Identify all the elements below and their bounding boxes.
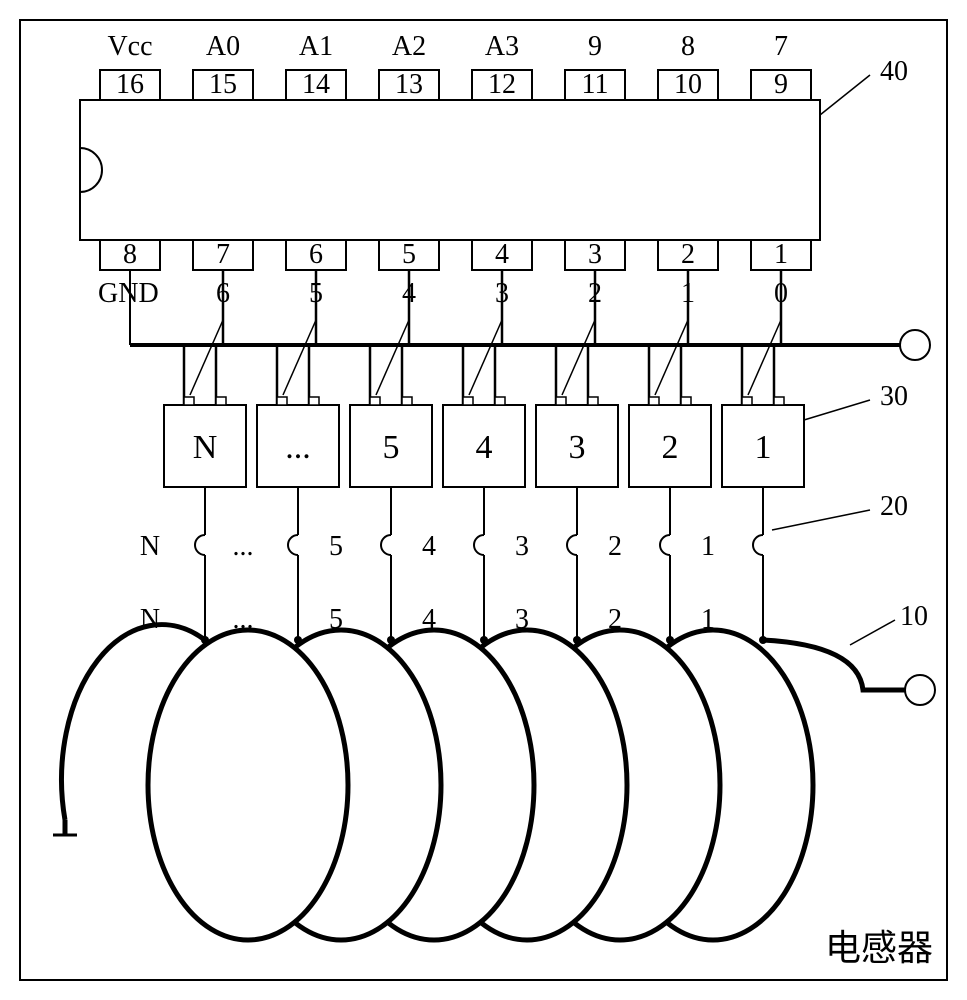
label-leader [655,320,688,395]
chip-top-pin-label: 7 [774,31,788,62]
chip-bottom-pin-num: 7 [216,239,230,270]
switch-tab [309,397,319,405]
ref-label-10: 10 [900,601,928,632]
switch-box-label: N [193,429,218,466]
label-leader [748,320,781,395]
coil-tap-label: 3 [515,604,529,635]
tap-bump [288,535,298,555]
chip-top-pin-label: A3 [485,31,519,62]
chip-top-pin-label: A1 [299,31,333,62]
coil-tap-label: N [140,604,160,635]
switch-box-label: 4 [476,429,493,466]
switch-tab [216,397,226,405]
coil-tap-dot [573,636,581,644]
coil-right-terminal [905,675,935,705]
gnd-label: GND [98,278,159,309]
chip-top-pin-num: 16 [116,69,144,100]
tap-label: 5 [329,531,343,562]
chip-bottom-pin-num: 3 [588,239,602,270]
switch-box-label: 5 [383,429,400,466]
chip-top-pin-num: 10 [674,69,702,100]
switch-box-label: 1 [755,429,772,466]
tap-label: 2 [608,531,622,562]
chip-top-pin-label: A0 [206,31,240,62]
label-leader [562,320,595,395]
tap-bump [195,535,205,555]
chip-bottom-pin-num: 1 [774,239,788,270]
bus-terminal [900,330,930,360]
chip-top-pin-label: 8 [681,31,695,62]
leader-line [772,510,870,530]
coil-tap-dot [294,636,302,644]
tap-bump [381,535,391,555]
switch-tab [556,397,566,405]
tap-label: 3 [515,531,529,562]
chip-top-pin-label: 9 [588,31,602,62]
coil-tap-dot [759,636,767,644]
leader-line [804,400,870,420]
switch-box-label: 3 [569,429,586,466]
switch-tab [774,397,784,405]
tap-label: 4 [422,531,436,562]
chip-top-pin-num: 11 [582,69,609,100]
tap-bump [660,535,670,555]
label-leader [469,320,502,395]
coil-tap-dot [201,636,209,644]
tap-bump [474,535,484,555]
switch-tab [649,397,659,405]
switch-tab [277,397,287,405]
chip-top-pin-num: 14 [302,69,330,100]
label-leader [190,320,223,395]
tap-label: N [140,531,160,562]
tap-label: ... [233,531,254,562]
tap-bump [753,535,763,555]
coil-tap-label: 4 [422,604,436,635]
tap-bump [567,535,577,555]
coil-tap-dot [480,636,488,644]
diagram-title: 电感器 [825,928,933,968]
switch-tab [184,397,194,405]
switch-tab [588,397,598,405]
switch-tab [402,397,412,405]
switch-tab [370,397,380,405]
leader-line [820,75,870,115]
tap-label: 1 [701,531,715,562]
chip-top-pin-num: 12 [488,69,516,100]
switch-box-label: ... [285,429,311,466]
switch-tab [495,397,505,405]
chip-bottom-pin-num: 2 [681,239,695,270]
switch-tab [742,397,752,405]
coil-tap-label: 5 [329,604,343,635]
chip-bottom-pin-num: 6 [309,239,323,270]
label-leader [376,320,409,395]
switch-tab [681,397,691,405]
ref-label-20: 20 [880,491,908,522]
chip-top-pin-num: 13 [395,69,423,100]
ref-label-30: 30 [880,381,908,412]
leader-line [850,620,895,645]
coil-tap-dot [666,636,674,644]
chip-bottom-pin-num: 8 [123,239,137,270]
switch-tab [463,397,473,405]
chip-top-pin-num: 15 [209,69,237,100]
chip-top-pin-label: Vcc [107,31,152,62]
ref-label-40: 40 [880,56,908,87]
switch-box-label: 2 [662,429,679,466]
coil-tap-label: 2 [608,604,622,635]
chip-top-pin-label: A2 [392,31,426,62]
chip-body [80,100,820,240]
coil-tap-label: 1 [701,604,715,635]
coil-tap-dot [387,636,395,644]
coil-tap-label: ... [233,604,254,635]
coil-loop [148,630,348,940]
chip-bottom-pin-num: 4 [495,239,509,270]
chip-top-pin-num: 9 [774,69,788,100]
label-leader [283,320,316,395]
chip-bottom-pin-num: 5 [402,239,416,270]
